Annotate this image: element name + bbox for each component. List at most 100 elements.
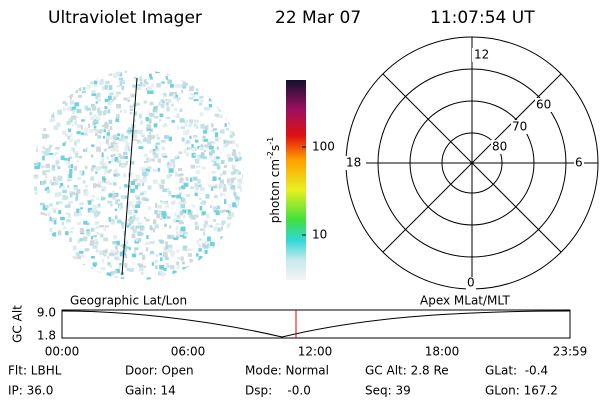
- info-field: Door: Open: [125, 364, 194, 378]
- speckle: [199, 228, 205, 231]
- speckle: [152, 108, 157, 113]
- speckle: [200, 152, 205, 158]
- speckle: [229, 278, 232, 280]
- speckle: [133, 119, 137, 122]
- speckle: [42, 170, 46, 176]
- speckle: [69, 95, 73, 100]
- speckle: [241, 195, 243, 200]
- speckle: [79, 276, 84, 280]
- speckle: [90, 255, 95, 259]
- speckle: [43, 277, 46, 280]
- speckle: [97, 135, 102, 139]
- speckle: [93, 128, 97, 131]
- speckle: [53, 209, 56, 213]
- speckle: [46, 99, 51, 104]
- speckle: [223, 143, 228, 148]
- speckle: [116, 104, 122, 109]
- speckle: [204, 220, 208, 225]
- speckle: [106, 255, 110, 259]
- speckle: [147, 90, 151, 95]
- speckle: [175, 219, 181, 223]
- speckle: [195, 125, 199, 130]
- speckle: [62, 107, 66, 111]
- speckle: [141, 182, 145, 187]
- speckle: [60, 216, 65, 221]
- speckle: [108, 193, 113, 198]
- speckle: [188, 147, 192, 150]
- speckle: [65, 269, 68, 275]
- speckle: [169, 161, 173, 167]
- speckle: [65, 133, 68, 137]
- speckle: [68, 138, 73, 143]
- speckle: [134, 217, 140, 222]
- speckle: [69, 106, 75, 111]
- speckle: [142, 171, 147, 176]
- speckle: [202, 135, 206, 138]
- speckle: [198, 248, 202, 252]
- speckle: [155, 153, 159, 159]
- speckle: [80, 78, 83, 82]
- speckle: [83, 236, 88, 242]
- speckle: [234, 268, 239, 271]
- speckle: [124, 135, 129, 139]
- speckle: [126, 267, 131, 272]
- speckle: [130, 93, 136, 98]
- speckle: [55, 147, 60, 150]
- speckle: [182, 271, 187, 277]
- speckle: [229, 78, 234, 83]
- speckle: [76, 222, 82, 225]
- speckle: [59, 83, 64, 89]
- speckle: [49, 203, 53, 207]
- speckle: [46, 186, 49, 190]
- speckle: [144, 198, 149, 202]
- speckle: [83, 220, 88, 225]
- speckle: [216, 94, 222, 98]
- speckle: [199, 206, 203, 211]
- speckle: [137, 178, 143, 183]
- speckle: [183, 182, 189, 187]
- speckle: [126, 225, 130, 228]
- speckle: [136, 139, 141, 142]
- speckle: [39, 119, 42, 122]
- speckle: [233, 86, 238, 90]
- speckle: [209, 84, 213, 89]
- speckle: [110, 141, 116, 147]
- speckle: [104, 169, 110, 173]
- speckle: [145, 218, 150, 222]
- speckle: [51, 207, 57, 211]
- speckle: [234, 122, 238, 126]
- speckle: [207, 236, 211, 242]
- speckle: [197, 156, 201, 160]
- speckle: [103, 148, 107, 152]
- speckle: [76, 160, 80, 163]
- speckle: [79, 170, 83, 175]
- speckle: [49, 85, 53, 89]
- speckle: [202, 156, 207, 160]
- speckle: [240, 72, 243, 76]
- speckle: [76, 131, 81, 135]
- speckle: [114, 245, 118, 250]
- speckle: [120, 133, 125, 136]
- speckle: [116, 85, 121, 88]
- speckle: [178, 220, 184, 225]
- speckle: [216, 227, 220, 232]
- speckle: [57, 191, 62, 197]
- speckle: [154, 203, 158, 208]
- x-label: 23:59: [553, 345, 588, 359]
- speckle: [197, 73, 203, 77]
- speckle: [57, 80, 61, 85]
- speckle: [97, 112, 103, 116]
- speckle: [71, 124, 75, 127]
- speckle: [56, 201, 59, 205]
- speckle: [182, 245, 188, 248]
- speckle: [226, 209, 230, 213]
- speckle: [209, 242, 215, 247]
- speckle: [44, 257, 49, 261]
- speckle: [102, 249, 107, 254]
- speckle: [104, 225, 109, 228]
- speckle: [189, 258, 193, 263]
- speckle: [223, 258, 227, 261]
- speckle: [67, 270, 70, 275]
- speckle: [94, 82, 98, 87]
- speckle: [109, 169, 112, 172]
